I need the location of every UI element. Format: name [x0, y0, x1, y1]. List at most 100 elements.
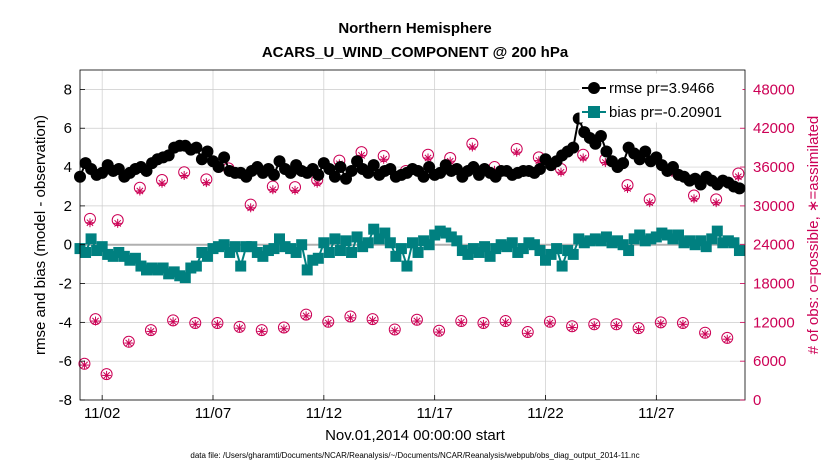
bias-point [262, 245, 274, 257]
bias-point [551, 243, 563, 255]
obs-assimilated-marker [113, 218, 123, 228]
bias-point [340, 235, 352, 247]
x-axis-ticks: 11/02 11/07 11/12 11/17 11/22 11/27 [84, 395, 675, 422]
y-right-tick-label: 0 [753, 392, 761, 409]
bias-point [290, 246, 302, 258]
y-right-tick-label: 18000 [753, 276, 795, 293]
bias-point [506, 237, 518, 249]
rmse-point [312, 168, 325, 181]
rmse-point [218, 151, 231, 164]
x-tick-label: 11/02 [84, 405, 120, 422]
obs-assimilated-marker [611, 321, 621, 331]
bias-point [484, 250, 496, 262]
asterisk-stroke [468, 143, 476, 151]
obs-assimilated-marker [146, 326, 156, 336]
bias-point [168, 266, 180, 278]
obs-assimilated-marker [434, 327, 444, 337]
bias-point [495, 239, 507, 251]
bias-point [545, 248, 557, 260]
bias-point [556, 260, 568, 272]
bias-point [279, 241, 291, 253]
obs-assimilated-marker [279, 324, 289, 334]
bias-point [612, 235, 624, 247]
bias-point [689, 239, 701, 251]
bias-point [490, 243, 502, 255]
bias-point [434, 225, 446, 237]
x-tick-label: 11/12 [306, 405, 342, 422]
obs-assimilated-marker [345, 313, 355, 323]
asterisk-stroke [258, 327, 266, 335]
obs-assimilated-marker [523, 328, 533, 338]
bias-point [113, 246, 125, 258]
bias-point [163, 268, 175, 280]
bias-point [589, 233, 601, 245]
rmse-series [74, 112, 746, 195]
obs-assimilated-marker [467, 142, 477, 152]
bias-point [445, 231, 457, 243]
rmse-point [733, 182, 746, 195]
bias-point [257, 250, 269, 262]
bias-point [418, 235, 430, 247]
obs-assimilated-marker [168, 317, 178, 327]
bias-point [246, 241, 258, 253]
asterisk-stroke [612, 322, 620, 330]
y-left-tick-label: -8 [59, 392, 72, 409]
obs-assimilated-marker [91, 316, 101, 326]
obs-assimilated-marker [700, 329, 710, 339]
x-tick-label: 11/27 [638, 405, 674, 422]
obs-assimilated-marker [368, 315, 378, 325]
rmse-point [617, 157, 630, 170]
bias-point [462, 248, 474, 260]
bias-point [717, 237, 729, 249]
obs-assimilated-marker [656, 319, 666, 329]
y-left-tick-label: 0 [64, 237, 72, 254]
obs-assimilated-marker [423, 153, 433, 163]
bias-point [312, 252, 324, 264]
asterisk-stroke [635, 325, 643, 333]
obs-assimilated-marker [678, 319, 688, 329]
obs-assimilated-marker [623, 183, 633, 193]
bias-point [401, 260, 413, 272]
y-left-tick-label: 2 [64, 198, 72, 215]
asterisk-stroke [147, 327, 155, 335]
obs-assimilated-marker [179, 170, 189, 180]
obs-assimilated-marker [201, 178, 211, 188]
bias-point [562, 245, 574, 257]
obs-assimilated-marker [79, 360, 89, 370]
y-right-tick-label: 36000 [753, 159, 795, 176]
asterisk-stroke [690, 195, 698, 203]
y-left-tick-label: -6 [59, 353, 72, 370]
obs-assimilated-marker [212, 319, 222, 329]
bias-point [201, 250, 213, 262]
legend-bias-label: bias pr=-0.20901 [609, 104, 722, 121]
asterisk-stroke [369, 316, 377, 324]
bias-point [207, 243, 219, 255]
data-file-footnote: data file: /Users/gharamti/Documents/NCA… [190, 451, 639, 460]
asterisk-stroke [624, 184, 632, 192]
y-left-tick-label: -4 [59, 314, 72, 331]
asterisk-stroke [479, 320, 487, 328]
bias-point [728, 237, 740, 249]
asterisk-stroke [457, 318, 465, 326]
x-tick-label: 11/22 [527, 405, 563, 422]
bias-point [501, 241, 513, 253]
asterisk-stroke [136, 187, 144, 195]
bias-point [124, 254, 136, 266]
rmse-point [639, 145, 652, 158]
rmse-point [328, 170, 341, 183]
bias-point [357, 241, 369, 253]
chart-title: Northern Hemisphere [338, 20, 491, 37]
bias-point [224, 246, 236, 258]
legend-rmse-label: rmse pr=3.9466 [609, 80, 714, 97]
bias-point [229, 241, 241, 253]
asterisk-stroke [202, 179, 210, 187]
obs-assimilated-marker [722, 334, 732, 344]
bias-point [235, 260, 247, 272]
asterisk-stroke [280, 325, 288, 333]
bias-point [423, 239, 435, 251]
bias-point [85, 233, 97, 245]
asterisk-stroke [269, 186, 277, 194]
asterisk-stroke [213, 320, 221, 328]
obs-assimilated-marker [634, 324, 644, 334]
bias-point [390, 250, 402, 262]
